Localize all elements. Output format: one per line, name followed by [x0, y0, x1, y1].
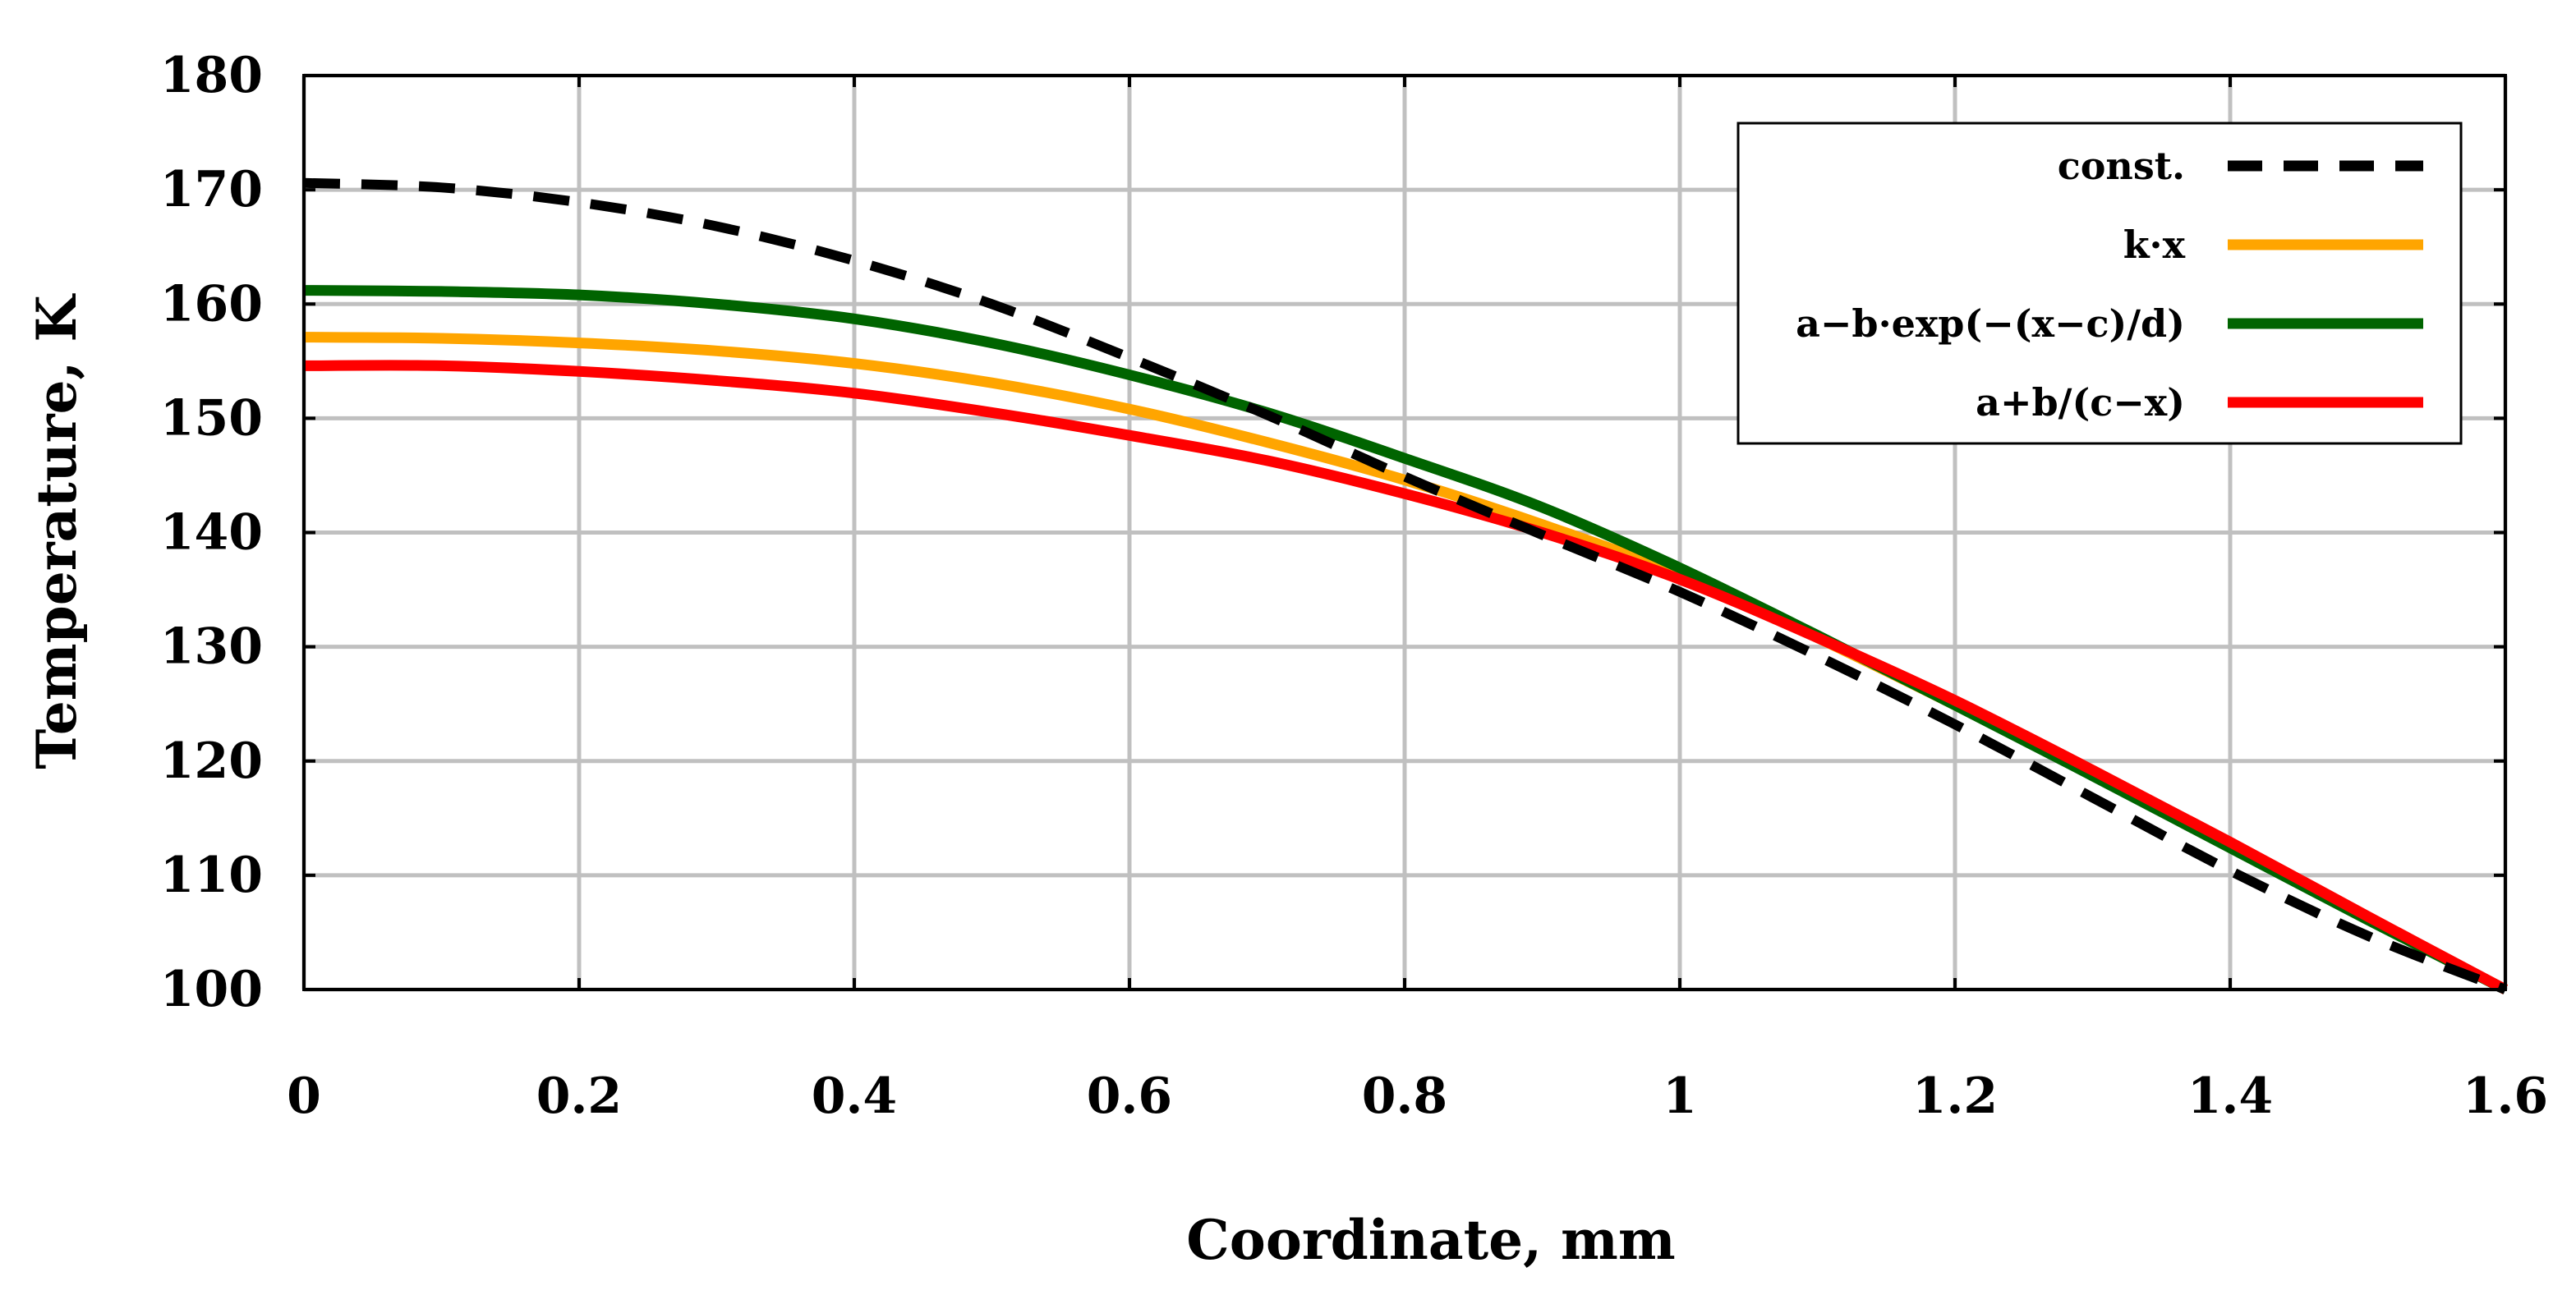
y-tick-label: 130 — [160, 618, 263, 676]
y-tick-label: 170 — [160, 161, 263, 218]
series-lines — [303, 177, 2509, 994]
y-tick-label: 180 — [160, 47, 263, 104]
y-axis-title: Temperature, K — [25, 293, 89, 769]
x-tick-label: 0.2 — [536, 1068, 622, 1125]
y-tick-label: 110 — [160, 847, 263, 904]
y-tick-label: 120 — [160, 732, 263, 790]
legend-box — [1736, 122, 2463, 445]
legend-label-2: a−b·exp(−(x−c)/d) — [1796, 301, 2185, 346]
y-tick-label: 140 — [160, 504, 263, 562]
axis-ticks — [302, 74, 2507, 991]
tick-labels: 0 0.2 0.4 0.6 0.8 1 1.2 1.4 1.6 100 110 120 130 140 15… — [160, 47, 2548, 1125]
x-tick-label: 1.2 — [1912, 1068, 1998, 1125]
x-tick-label: 0.4 — [812, 1068, 897, 1125]
x-axis-title: Coordinate, mm — [1186, 1208, 1675, 1272]
y-tick-label: 150 — [160, 389, 263, 447]
legend: const. k·x a−b·exp(−(x−c)/d) a+b/(c−x) — [1736, 122, 2463, 445]
y-tick-label: 160 — [160, 275, 263, 333]
legend-label-1: k·x — [2123, 223, 2186, 267]
y-tick-label: 100 — [160, 961, 263, 1018]
legend-label-0: const. — [2058, 144, 2185, 188]
series-line-3 — [303, 360, 2509, 994]
x-tick-label: 0.8 — [1362, 1068, 1447, 1125]
legend-label-3: a+b/(c−x) — [1976, 380, 2185, 425]
x-tick-label: 0 — [287, 1068, 321, 1125]
x-tick-label: 1 — [1663, 1068, 1697, 1125]
x-tick-label: 0.6 — [1087, 1068, 1172, 1125]
x-tick-label: 1.6 — [2463, 1068, 2548, 1125]
series-line-0 — [303, 177, 2508, 994]
x-tick-label: 1.4 — [2187, 1068, 2273, 1125]
